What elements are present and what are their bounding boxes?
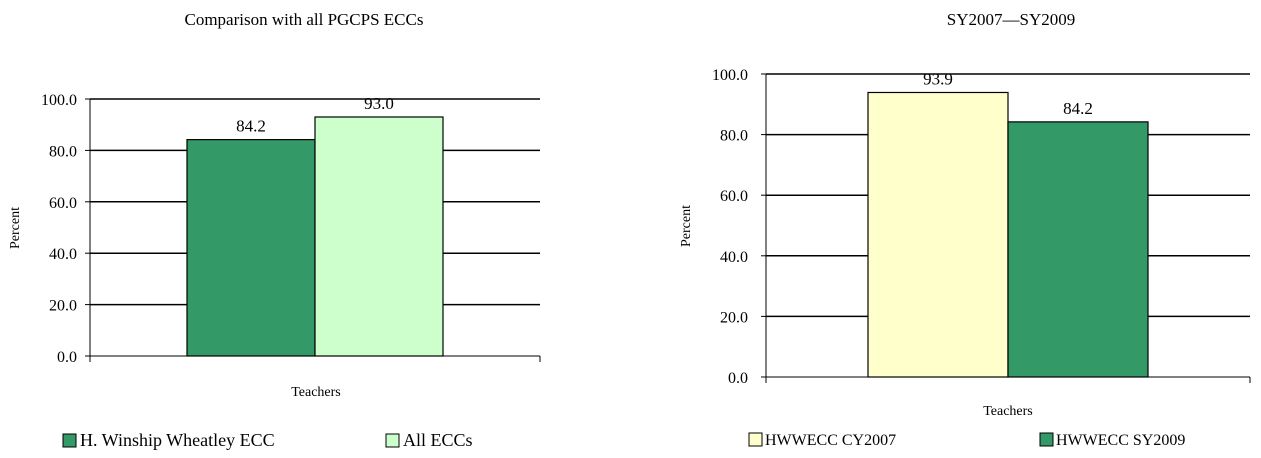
chart-2-legend-swatch-1 [748, 432, 763, 447]
chart-1-title: Comparison with all PGCPS ECCs [185, 10, 424, 29]
bar-1 [867, 91, 1009, 378]
chart-1-data-labels: 84.2 93.0 [236, 94, 394, 136]
chart-1-legend-label-1: H. Winship Wheatley ECC [80, 430, 275, 450]
y-tick-label: 0.0 [728, 370, 748, 387]
data-label-2: 93.0 [364, 94, 394, 113]
y-tick-label: 60.0 [49, 195, 77, 212]
chart-2-data-labels: 93.9 84.2 [923, 69, 1093, 117]
chart-2-legend-label-2: HWWECC SY2009 [1056, 432, 1185, 449]
chart-1-y-axis-label: Percent [8, 207, 23, 249]
chart-2-x-axis-label: Teachers [983, 404, 1033, 419]
chart-1-y-tick-labels: 0.0 20.0 40.0 60.0 80.0 100.0 [41, 92, 90, 366]
chart-2-title: SY2007—SY2009 [947, 10, 1075, 29]
y-tick-label: 20.0 [720, 309, 748, 326]
chart-2-y-tick-labels: 0.0 20.0 40.0 60.0 80.0 100.0 [712, 67, 766, 387]
chart-1-legend: H. Winship Wheatley ECC All ECCs [62, 430, 473, 450]
chart-1: Comparison with all PGCPS ECCs 0.0 20.0 40… [8, 10, 541, 450]
y-tick-label: 60.0 [720, 188, 748, 205]
bar-2 [1007, 121, 1149, 378]
data-label-2: 84.2 [1063, 99, 1093, 118]
y-tick-label: 80.0 [49, 143, 77, 160]
chart-1-legend-swatch-2 [385, 433, 400, 448]
y-tick-label: 0.0 [57, 349, 77, 366]
y-tick-label: 80.0 [720, 128, 748, 145]
y-tick-label: 40.0 [49, 246, 77, 263]
y-tick-label: 100.0 [712, 67, 748, 84]
chart-1-legend-swatch-1 [62, 433, 77, 448]
y-tick-label: 20.0 [49, 298, 77, 315]
y-tick-label: 100.0 [41, 92, 77, 109]
chart-2-bars [867, 91, 1149, 378]
chart-2-y-axis-label: Percent [679, 205, 694, 247]
chart-1-x-axis-label: Teachers [291, 385, 341, 400]
bar-2 [314, 116, 444, 357]
y-tick-label: 40.0 [720, 249, 748, 266]
data-label-1: 84.2 [236, 117, 266, 136]
bar-1 [186, 139, 316, 357]
chart-2: SY2007—SY2009 0.0 20.0 40.0 60.0 80.0 100.0 9… [679, 10, 1251, 449]
chart-2-legend-label-1: HWWECC CY2007 [765, 432, 896, 449]
chart-1-legend-label-2: All ECCs [403, 430, 473, 450]
data-label-1: 93.9 [923, 69, 953, 88]
chart-2-legend: HWWECC CY2007 HWWECC SY2009 [748, 432, 1185, 449]
chart-1-bars [186, 116, 444, 357]
chart-2-legend-swatch-2 [1039, 432, 1054, 447]
